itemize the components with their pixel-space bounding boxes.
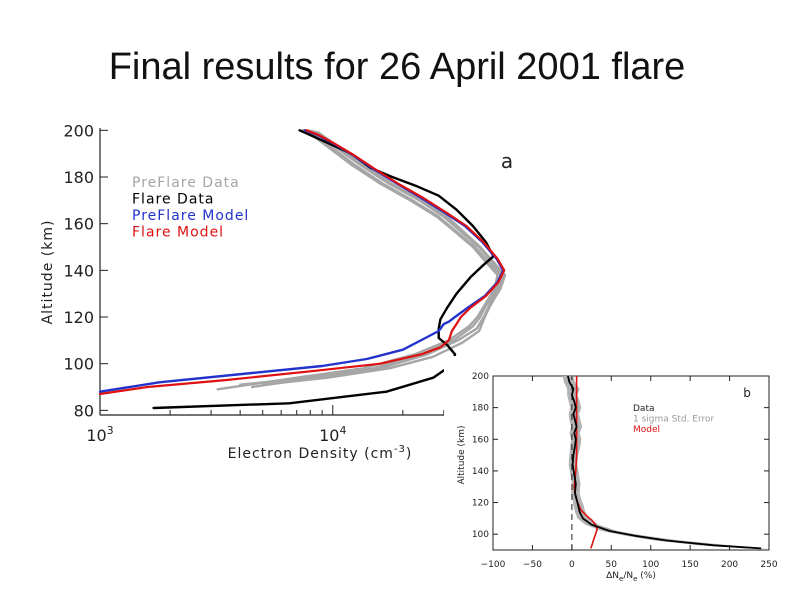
panel-a-x-axis-label: Electron Density (cm-3) (228, 444, 413, 462)
panel-a-y-tick-label: 200 (63, 121, 94, 140)
panel-b-chart: 100 120 140 160 180 200 −100 −50 0 50 100 150 200 250… (444, 356, 794, 595)
panel-b-frame (492, 375, 770, 551)
panel-a-x-tick-label: 104 (319, 424, 346, 445)
panel-a-series-line-preflare_data (250, 129, 505, 389)
panel-a-y-tick-label: 100 (63, 355, 94, 374)
panel-b-legend-entry: 1 sigma Std. Error (633, 415, 715, 425)
panel-a-legend-entry: Flare Data (132, 192, 214, 208)
slide-title: Final results for 26 April 2001 flare (108, 46, 686, 88)
panel-a-series-line-preflare_data (261, 129, 507, 386)
panel-a-x-tick-label: 103 (86, 424, 113, 445)
panel-a-y-axis-label: Altitude (km) (40, 220, 56, 325)
panel-b-x-tick-label: 100 (642, 560, 659, 570)
panel-b-y-tick-label: 200 (472, 372, 489, 382)
panel-b-x-tick-label: 50 (606, 560, 618, 570)
panel-b-y-tick-label: 160 (472, 435, 489, 445)
panel-b-label: b (743, 386, 751, 400)
panel-a-y-tick-label: 160 (63, 215, 94, 234)
panel-b-x-tick-label: 0 (569, 560, 575, 570)
panel-a-y-tick-label: 180 (63, 168, 94, 187)
panel-a-series-line-preflare_data (216, 129, 499, 391)
panel-a-series-line-flare_model (98, 129, 506, 396)
panel-a-y-tick-label: 80 (74, 401, 94, 420)
panel-b-y-tick-label: 140 (472, 467, 489, 477)
panel-b-legend-entry: Data (633, 404, 655, 414)
panel-a-legend-entry: PreFlare Model (132, 208, 249, 224)
panel-a-legend-entry: Flare Model (132, 225, 224, 241)
panel-b-x-tick-label: −50 (523, 560, 542, 570)
panel-b-x-tick-label: −100 (481, 560, 506, 570)
panel-b-y-tick-label: 120 (472, 499, 489, 509)
panel-a-y-tick-label: 140 (63, 261, 94, 280)
panel-a-y-tick-label: 120 (63, 308, 94, 327)
panel-b-y-axis-label: Altitude (km) (457, 425, 467, 484)
panel-b-x-tick-label: 150 (682, 560, 699, 570)
panel-b-data-line (567, 376, 762, 550)
panel-a-label: a (501, 149, 513, 173)
panel-a-legend-entry: PreFlare Data (132, 175, 240, 191)
panel-b-legend-entry: Model (633, 425, 660, 435)
panel-b-x-tick-label: 200 (721, 560, 738, 570)
panel-b-x-tick-label: 250 (760, 560, 777, 570)
panel-b-x-axis-label: ΔNe/Ne (%) (606, 571, 656, 583)
panel-b-y-tick-label: 100 (472, 530, 489, 540)
panel-b-background (444, 356, 794, 595)
panel-b-y-tick-label: 180 (472, 404, 489, 414)
